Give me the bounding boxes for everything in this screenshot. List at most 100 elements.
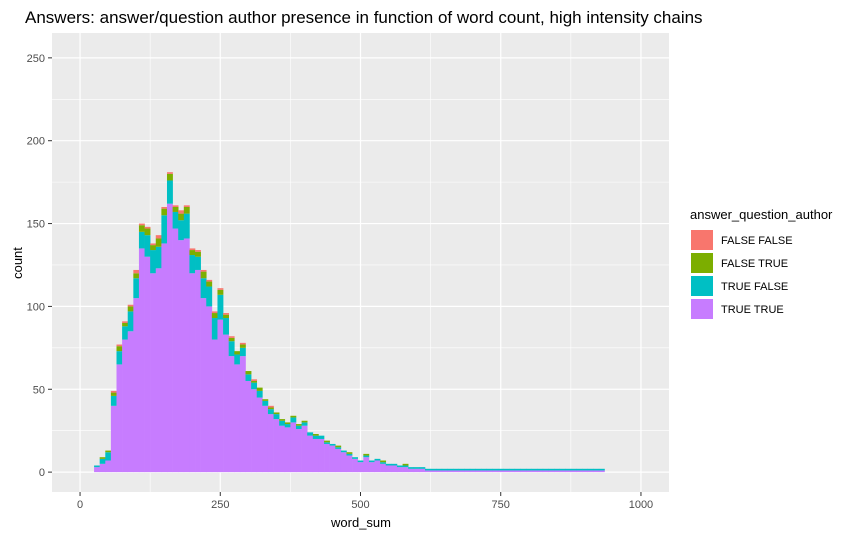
histogram-bar [537,468,544,471]
histogram-bar [138,223,145,226]
histogram-bar [133,269,140,274]
histogram-bar [335,445,342,448]
histogram-bar [189,250,196,256]
histogram-bar [503,468,510,471]
histogram-bar [138,248,145,473]
histogram-bar [531,468,538,471]
histogram-bar [587,468,594,471]
histogram-bar [565,470,572,473]
y-axis: 0 50 100 150 200 250 [27,53,52,479]
histogram-bar [363,457,370,473]
histogram-bar [514,470,521,473]
histogram-bar [537,470,544,473]
histogram-bar [402,463,409,466]
histogram-bar [234,364,241,473]
histogram-bar [598,470,605,473]
histogram-bar [295,424,302,426]
histogram-bar [267,414,274,473]
legend-item-label: FALSE FALSE [721,235,793,247]
histogram-bar [116,346,123,352]
histogram-bar [554,470,560,473]
histogram-bar [447,470,454,473]
histogram-bar [464,470,471,473]
histogram-bar [178,213,185,221]
histogram-bar [223,334,229,473]
histogram-bar [116,344,123,347]
histogram-bar [127,311,134,332]
histogram-bar [245,374,252,381]
histogram-bar [228,337,235,342]
histogram-bar [155,238,162,247]
histogram-bar [262,400,269,406]
histogram-bar [357,462,364,473]
histogram-bar [324,442,330,444]
histogram-bar [267,407,274,410]
histogram-bar [402,467,409,473]
histogram-bar [251,382,258,390]
histogram-bar [576,468,583,471]
histogram-bar [234,354,241,365]
histogram-bar [374,460,381,473]
histogram-bar [195,269,201,473]
histogram-bar [105,450,112,453]
histogram-bar [380,463,387,473]
histogram-bar [301,420,308,423]
y-axis-title: count [10,247,25,279]
histogram-bar [374,458,381,461]
histogram-bar [127,331,134,473]
histogram-bar [340,450,347,453]
histogram-bar [217,294,224,320]
histogram-bar [144,228,151,236]
histogram-bar [582,470,588,473]
histogram-bar [385,463,392,466]
x-tick-label: 250 [211,499,229,511]
histogram-bar [178,210,185,214]
histogram-bar [200,269,207,272]
histogram-bar [94,465,100,468]
histogram-bar [576,470,583,473]
histogram-bar [497,470,504,473]
histogram-bar [273,412,280,415]
histogram-bar [150,250,157,274]
histogram-bar [144,256,151,473]
histogram-bar [150,273,157,473]
histogram-bar [559,470,566,473]
histogram-bar [99,457,106,459]
histogram-bar [195,256,201,270]
histogram-bar [133,298,140,473]
histogram-bar [391,463,398,466]
histogram-bars [94,172,605,473]
histogram-bar [122,322,129,327]
histogram-bar [329,445,336,473]
histogram-bar [267,405,274,408]
histogram-bar [144,235,151,257]
histogram-bar [598,468,605,471]
histogram-bar [166,203,173,473]
histogram-bar [290,422,297,473]
histogram-bar [430,470,437,473]
histogram-bar [346,452,353,454]
histogram-bar [301,425,308,473]
histogram-bar [178,240,185,473]
histogram-bar [122,339,129,473]
histogram-bar [200,271,207,279]
histogram-bar [166,172,173,174]
histogram-bar [565,468,572,471]
y-tick-label: 250 [27,53,45,65]
histogram-bar [228,341,235,357]
histogram-bar [548,468,555,471]
histogram-bar [481,470,488,473]
histogram-bar [161,208,168,216]
histogram-bar [475,470,482,473]
histogram-bar [239,342,246,345]
legend-swatch [691,253,713,273]
histogram-bar [138,225,145,232]
histogram-bar [251,380,258,383]
histogram-bar [413,467,420,469]
histogram-bar [211,318,218,340]
x-tick-label: 750 [492,499,510,511]
histogram-bar [284,424,291,428]
legend-swatch [691,276,713,296]
histogram-bar [245,371,252,375]
histogram-bar [262,399,269,401]
